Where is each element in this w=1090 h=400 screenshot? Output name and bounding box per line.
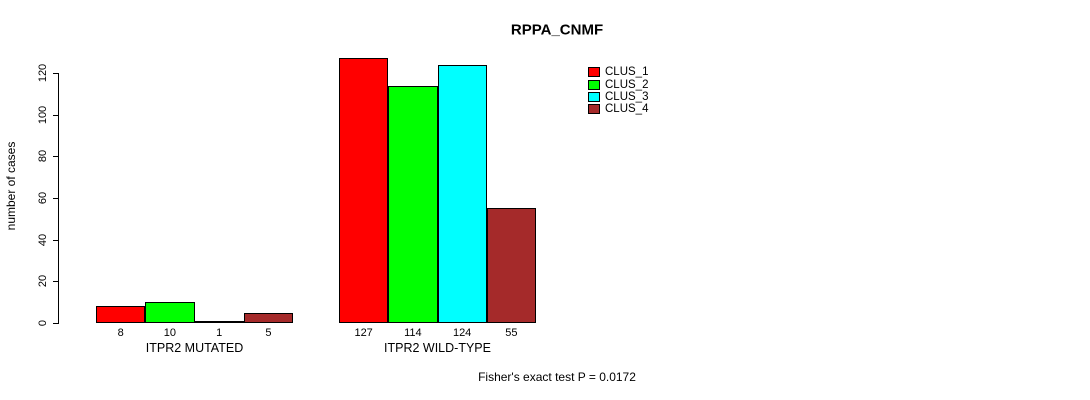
legend-item-clus_1: CLUS_1 [588, 66, 648, 78]
y-axis-tick-label: 0 [37, 319, 49, 327]
legend-label: CLUS_3 [605, 90, 649, 103]
y-axis-tick-label: 100 [37, 105, 49, 124]
bar-clus_2-group2 [388, 85, 438, 323]
y-axis-tick [53, 156, 58, 158]
legend-swatch-icon [588, 91, 600, 102]
legend-swatch-icon [588, 67, 600, 78]
legend-label: CLUS_2 [605, 78, 649, 91]
legend-item-clus_2: CLUS_2 [588, 78, 649, 91]
bar-clus_1-group1 [96, 306, 146, 323]
bar-value-label: 127 [354, 327, 373, 339]
bar-clus_3-group1 [194, 320, 244, 323]
bar-value-label: 114 [404, 327, 422, 339]
bar-clus_4-group2 [486, 208, 536, 323]
bar-value-label: 1 [216, 327, 223, 339]
y-axis-title: number of cases [4, 141, 18, 231]
y-axis-tick-label: 20 [37, 275, 49, 288]
legend-item-clus_3: CLUS_3 [588, 91, 648, 103]
y-axis-tick-label: 40 [37, 233, 49, 246]
y-axis-tick [53, 281, 58, 283]
legend-item-clus_4: CLUS_4 [588, 103, 648, 115]
x-axis-group-label: ITPR2 MUTATED [145, 341, 244, 355]
y-axis-tick-label: 120 [37, 63, 49, 83]
legend-swatch-icon [588, 79, 600, 90]
bar-value-label: 124 [452, 327, 472, 339]
legend: CLUS_1 CLUS_2 CLUS_3 CLUS_4 [588, 66, 648, 116]
y-axis-tick-label: 60 [37, 191, 49, 205]
y-axis-tick [53, 73, 58, 74]
x-axis-group-label: ITPR2 WILD-TYPE [384, 341, 491, 355]
legend-label: CLUS_1 [605, 66, 649, 79]
bar-value-label: 10 [163, 327, 176, 339]
bar-value-label: 55 [505, 327, 518, 339]
y-axis-line [58, 73, 59, 324]
bar-clus_4-group1 [243, 312, 293, 323]
bar-clus_1-group2 [339, 58, 389, 323]
bar-clus_3-group2 [437, 64, 487, 323]
y-axis-tick [53, 198, 58, 199]
legend-label: CLUS_4 [605, 103, 649, 116]
bar-value-label: 5 [265, 327, 272, 339]
y-axis-tick [53, 239, 58, 241]
legend-swatch-icon [588, 104, 600, 115]
y-axis-tick [53, 323, 58, 324]
bar-value-label: 8 [117, 327, 124, 339]
bar-clus_2-group1 [145, 302, 195, 323]
chart-title: RPPA_CNMF [510, 21, 604, 39]
y-axis-tick [53, 114, 58, 116]
y-axis-tick-label: 80 [37, 150, 49, 163]
footnote-annotation: Fisher's exact test P = 0.0172 [478, 370, 636, 384]
